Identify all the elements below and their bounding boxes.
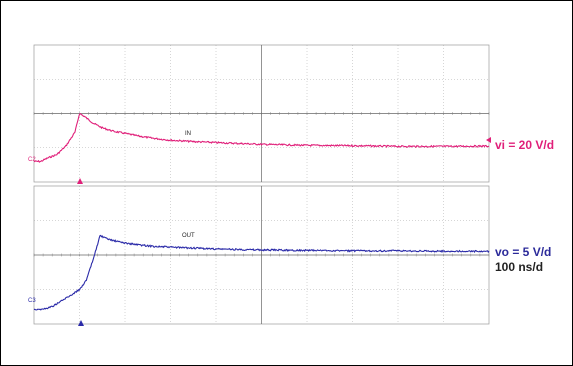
- vo-scale-label: vo = 5 V/d: [495, 245, 552, 259]
- trace-label-in: IN: [185, 131, 191, 137]
- trace-out: [33, 234, 490, 311]
- vi-scale-label: vi = 20 V/d: [495, 138, 555, 152]
- panel-input-grid: [33, 44, 490, 183]
- trace-label-out: OUT: [182, 233, 195, 239]
- trigger-marker-bottom-icon: [78, 320, 84, 326]
- channel-c2-marker: C2: [28, 157, 36, 163]
- trigger-marker-top-icon: [77, 178, 83, 184]
- channel-c3-marker: C3: [28, 298, 36, 304]
- trace-in: [33, 112, 490, 163]
- time-scale-label: 100 ns/d: [495, 260, 544, 274]
- panel-output-grid: [33, 185, 490, 325]
- level-marker-top-icon: [486, 137, 491, 143]
